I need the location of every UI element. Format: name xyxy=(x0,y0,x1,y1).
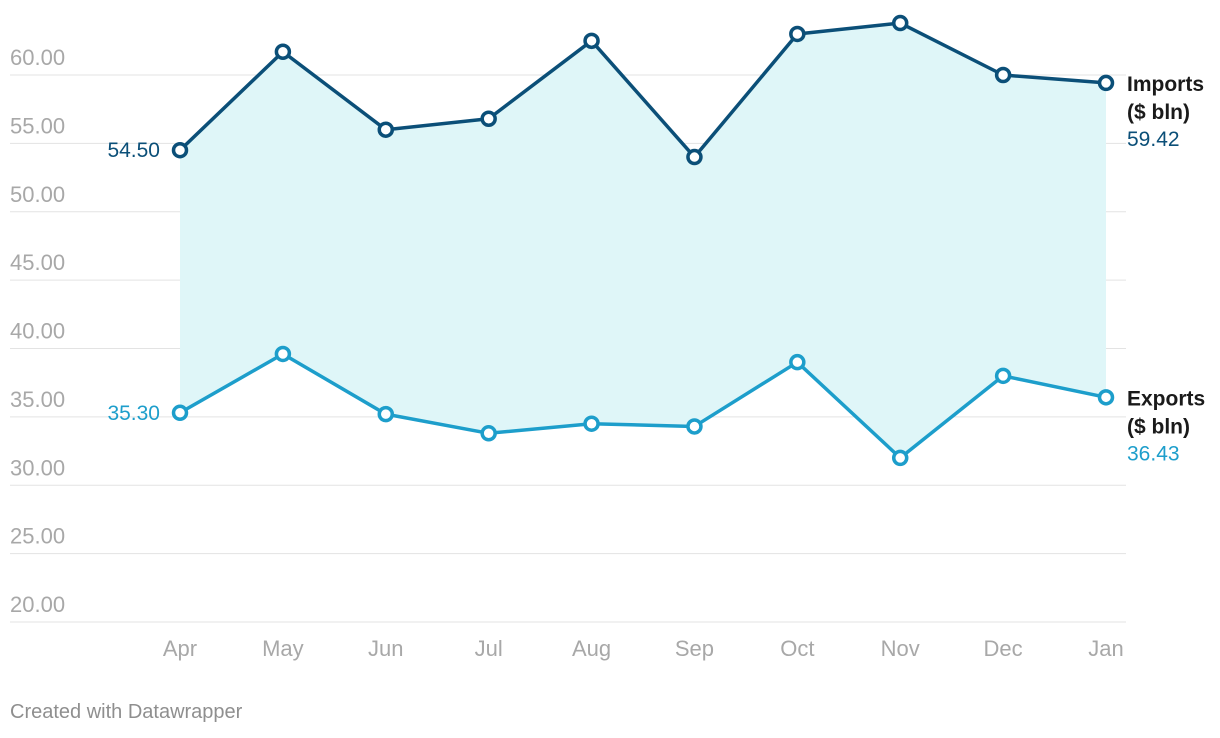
imports-point xyxy=(891,14,909,32)
x-tick-label: Jan xyxy=(1088,636,1123,661)
imports-point xyxy=(583,32,600,50)
imports-point xyxy=(171,141,189,159)
exports-series-name: Exports xyxy=(1127,387,1205,410)
y-tick-label: 60.00 xyxy=(10,45,65,70)
exports-point xyxy=(891,449,909,467)
exports-point xyxy=(480,425,497,442)
y-tick-label: 45.00 xyxy=(10,250,65,275)
imports-series-name: ($ bln) xyxy=(1127,101,1190,124)
y-tick-label: 55.00 xyxy=(10,113,65,138)
imports-line xyxy=(178,21,1107,159)
x-tick-label: Aug xyxy=(572,636,611,661)
imports-point xyxy=(1097,74,1115,92)
y-tick-label: 35.00 xyxy=(10,387,65,412)
y-tick-label: 20.00 xyxy=(10,592,65,617)
exports-point xyxy=(171,404,189,422)
y-tick-label: 40.00 xyxy=(10,319,65,344)
x-tick-label: Jun xyxy=(368,636,403,661)
exports-last-value-label: 36.43 xyxy=(1127,442,1180,465)
x-tick-label: Dec xyxy=(984,636,1023,661)
exports-point xyxy=(274,345,292,363)
imports-point xyxy=(480,110,497,128)
imports-series-name: Imports xyxy=(1127,73,1204,96)
imports-point xyxy=(789,25,806,43)
imports-point xyxy=(686,148,703,166)
x-tick-label: Jul xyxy=(475,636,503,661)
imports-first-value-label: 54.50 xyxy=(107,139,160,162)
imports-last-value-label: 59.42 xyxy=(1127,128,1180,151)
exports-point xyxy=(583,415,600,432)
x-tick-label: May xyxy=(262,636,304,661)
area-between-series xyxy=(180,23,1106,458)
imports-point xyxy=(994,66,1012,84)
y-tick-label: 30.00 xyxy=(10,455,65,480)
exports-point xyxy=(686,418,703,435)
exports-point xyxy=(789,353,806,371)
x-tick-label: Nov xyxy=(881,636,920,661)
exports-series-name: ($ bln) xyxy=(1127,415,1190,438)
y-tick-label: 50.00 xyxy=(10,182,65,207)
exports-point xyxy=(994,367,1012,385)
exports-first-value-label: 35.30 xyxy=(107,402,160,425)
y-tick-label: 25.00 xyxy=(10,524,65,549)
x-tick-label: Apr xyxy=(163,636,197,661)
x-tick-label: Sep xyxy=(675,636,714,661)
exports-point xyxy=(377,405,395,423)
exports-point xyxy=(1097,389,1115,406)
imports-point xyxy=(274,43,292,61)
x-tick-label: Oct xyxy=(780,636,814,661)
credit-text: Created with Datawrapper xyxy=(10,701,243,723)
exports-line xyxy=(179,352,1107,460)
imports-point xyxy=(377,121,395,138)
